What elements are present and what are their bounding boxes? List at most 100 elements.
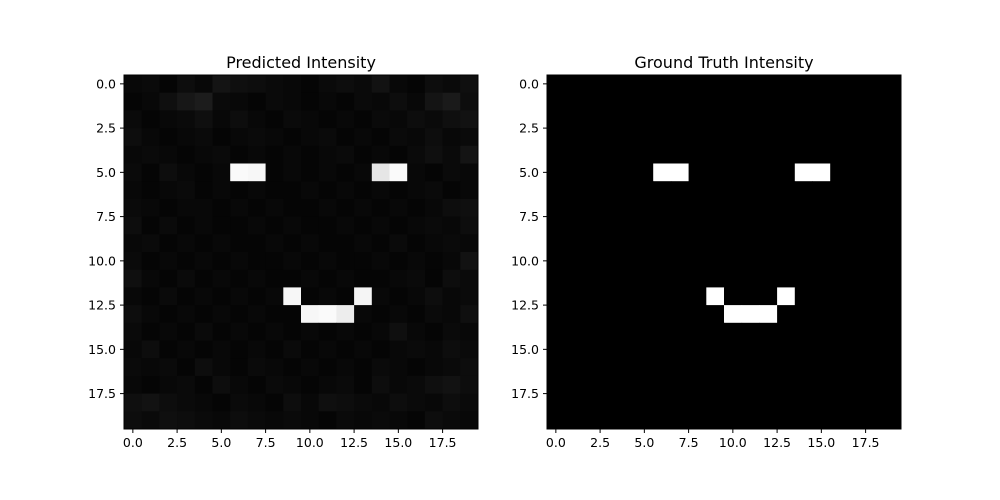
heatmap-cell [159,322,178,341]
heatmap-cell [617,75,636,94]
heatmap-cell [812,128,831,147]
heatmap-cell [777,92,796,111]
panel-title-ground-truth: Ground Truth Intensity [634,53,813,72]
heatmap-cell [283,198,302,217]
heatmap-cell [653,216,672,235]
heatmap-cell [460,181,479,200]
heatmap-cell [653,128,672,147]
heatmap-cell [442,322,461,341]
heatmap-cell [582,92,601,111]
heatmap-cell [124,128,143,147]
heatmap-cell [336,322,355,341]
heatmap-cell [724,145,743,164]
heatmap-cell [724,128,743,147]
heatmap-cell [635,411,654,430]
heatmap-cell [653,287,672,306]
heatmap-cell [582,287,601,306]
heatmap-cell [741,269,760,288]
heatmap-cell [371,322,390,341]
heatmap-cell [706,234,725,253]
heatmap-cell [336,163,355,182]
heatmap-cell [653,375,672,394]
heatmap-cell [759,375,778,394]
heatmap-cell [724,340,743,359]
heatmap-cell [389,198,408,217]
heatmap-cell [688,145,707,164]
y-tick-label: 7.5 [96,209,116,224]
heatmap-cell [283,234,302,253]
heatmap-cell [389,145,408,164]
heatmap-cell [635,163,654,182]
heatmap-cell [564,198,583,217]
heatmap-cell [124,322,143,341]
heatmap-cell [670,375,689,394]
x-tick-label: 10.0 [719,435,747,450]
heatmap-cell [865,75,884,94]
heatmap-cell [794,252,813,271]
heatmap-cell [460,252,479,271]
heatmap-cell [600,110,619,129]
heatmap-cell [670,75,689,94]
heatmap-cell [724,198,743,217]
heatmap-cell [724,287,743,306]
heatmap-cell [706,393,725,412]
heatmap-cell [407,198,426,217]
heatmap-cell [582,269,601,288]
heatmap-cells-predicted [124,75,479,430]
heatmap-cell [830,287,849,306]
heatmap-cell [724,269,743,288]
heatmap-cell [759,411,778,430]
heatmap-cell [617,287,636,306]
heatmap-cell [371,252,390,271]
heatmap-cell [759,305,778,324]
heatmap-cell [883,110,902,129]
heatmap-cell [283,393,302,412]
heatmap-cell [354,163,373,182]
heatmap-cell [777,375,796,394]
heatmap-cell [794,375,813,394]
heatmap-cell [407,287,426,306]
heatmap-cell [847,163,866,182]
heatmap-cell [265,181,284,200]
heatmap-cell [865,145,884,164]
heatmap-cell [635,287,654,306]
heatmap-cell [177,287,196,306]
heatmap-cell [759,128,778,147]
heatmap-cell [407,393,426,412]
x-tick-label: 7.5 [256,435,276,450]
heatmap-cell [141,322,160,341]
heatmap-cell [336,145,355,164]
heatmap-cell [564,110,583,129]
heatmap-cell [265,358,284,377]
heatmap-cell [670,252,689,271]
heatmap-cell [582,163,601,182]
heatmap-cell [600,163,619,182]
heatmap-cell [547,252,566,271]
heatmap-cell [547,269,566,288]
heatmap-cell [759,181,778,200]
heatmap-cell [777,234,796,253]
heatmap-cell [424,252,443,271]
heatmap-cell [371,110,390,129]
heatmap-cell [635,393,654,412]
heatmap-cell [653,393,672,412]
heatmap-cell [724,110,743,129]
heatmap-cell [759,92,778,111]
heatmap-cell [794,287,813,306]
heatmap-cell [177,393,196,412]
heatmap-cell [424,411,443,430]
heatmap-cell [777,145,796,164]
heatmap-cell [564,375,583,394]
heatmap-cell [371,358,390,377]
heatmap-cell [354,110,373,129]
heatmap-cell [688,375,707,394]
heatmap-cell [600,358,619,377]
heatmap-cell [159,305,178,324]
heatmap-cell [706,128,725,147]
heatmap-cell [194,216,213,235]
heatmap-cell [407,216,426,235]
heatmap-cell [212,92,231,111]
heatmap-cell [812,340,831,359]
heatmap-cell [706,375,725,394]
heatmap-cell [547,75,566,94]
